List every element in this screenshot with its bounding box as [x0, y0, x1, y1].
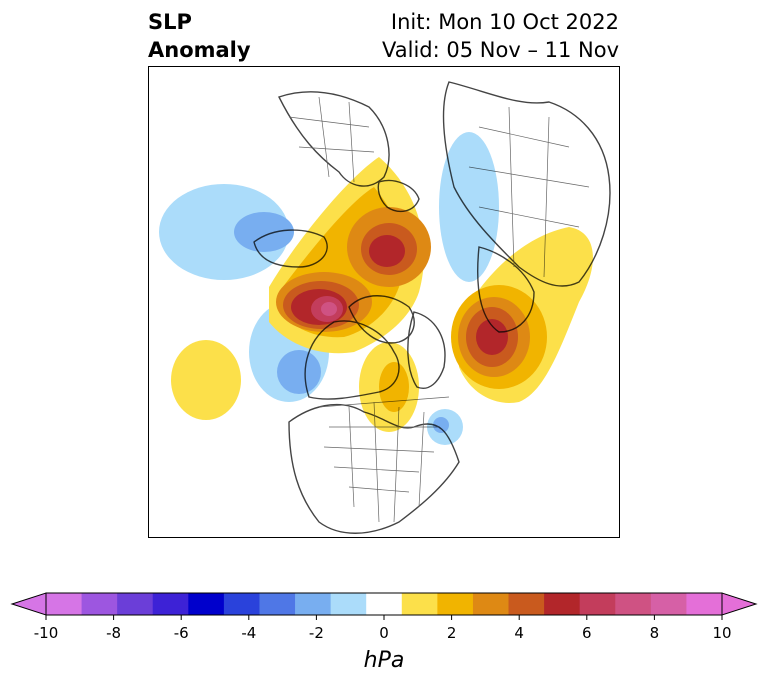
- positive-anomaly-canada-hudson: [359, 342, 419, 432]
- colorbar-tick-label: 2: [446, 624, 457, 642]
- colorbar-segment: [686, 593, 723, 615]
- title-line-2: Anomaly: [148, 38, 251, 62]
- colorbar-tick-label: 0: [379, 624, 389, 642]
- colorbar-tick-label: 10: [712, 624, 732, 642]
- colorbar-segment: [615, 593, 652, 615]
- colorbar-segment: [46, 593, 83, 615]
- valid-range: Valid: 05 Nov – 11 Nov: [382, 38, 619, 62]
- colorbar-unit-label: hPa: [363, 648, 405, 673]
- negative-anomaly-us-east-coast: [427, 409, 463, 445]
- colorbar-segment: [188, 593, 225, 615]
- colorbar-segment: [117, 593, 154, 615]
- colorbar-tick-label: -6: [173, 624, 189, 642]
- colorbar-tick-label: 6: [582, 624, 592, 642]
- colorbar-segment: [259, 593, 296, 615]
- colorbar-segment: [295, 593, 332, 615]
- colorbar-segment: [81, 593, 118, 615]
- colorbar-segment: [401, 593, 438, 615]
- colorbar-min-extend: [10, 592, 47, 616]
- forecast-info: Init: Mon 10 Oct 2022 Valid: 05 Nov – 11…: [382, 8, 619, 64]
- colorbar-tick-label: 4: [514, 624, 524, 642]
- colorbar-max-extend: [721, 592, 758, 616]
- colorbar-tick-label: -8: [106, 624, 122, 642]
- title-line-1: SLP: [148, 10, 192, 34]
- colorbar-tick-label: -2: [308, 624, 324, 642]
- init-date: Init: Mon 10 Oct 2022: [390, 10, 619, 34]
- colorbar-tick-label: -4: [241, 624, 257, 642]
- colorbar-segment: [437, 593, 474, 615]
- negative-anomaly-west-pacific: [159, 184, 294, 280]
- colorbar-segments: [10, 592, 758, 616]
- colorbar-segment: [330, 593, 367, 615]
- colorbar-segment: [650, 593, 687, 615]
- map-title: SLP Anomaly: [148, 8, 251, 64]
- colorbar-tick-label: -10: [33, 624, 59, 642]
- colorbar-segment: [508, 593, 545, 615]
- colorbar-segment: [223, 593, 260, 615]
- colorbar-segment: [544, 593, 581, 615]
- colorbar-segment: [152, 593, 189, 615]
- colorbar-segment: [579, 593, 616, 615]
- positive-anomaly-siberia-east: [347, 207, 431, 287]
- colorbar-ticks: [45, 615, 723, 620]
- map-panel: [148, 66, 620, 538]
- anomaly-contours: [159, 132, 593, 445]
- colorbar-segment: [366, 593, 403, 615]
- positive-anomaly-central-pacific: [171, 340, 241, 420]
- colorbar-tick-label: 8: [649, 624, 660, 642]
- colorbar: [10, 592, 758, 620]
- positive-anomaly-north-atlantic: [451, 227, 593, 403]
- colorbar-segment: [472, 593, 510, 615]
- negative-anomaly-scandinavia-europe: [439, 132, 499, 282]
